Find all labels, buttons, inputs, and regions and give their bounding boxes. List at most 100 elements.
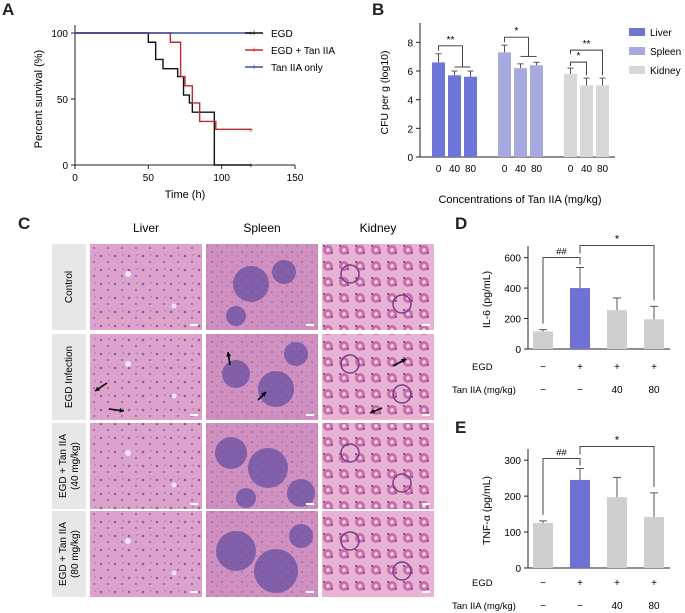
- category-label: 40: [515, 164, 527, 175]
- y-axis-label: IL-6 (pg/mL): [481, 271, 493, 328]
- legend-swatch: [629, 66, 645, 74]
- row-label-line: EGD Infection: [64, 346, 75, 408]
- panel-label-d: D: [455, 214, 468, 233]
- legend-swatch: [629, 47, 645, 55]
- kidney-glomerulus: [340, 354, 360, 374]
- scale-bar: [422, 414, 430, 416]
- treatment-row-label: Tan IIA (mg/kg): [452, 601, 516, 612]
- treatment-cell: +: [577, 578, 583, 589]
- category-label: 40: [581, 164, 593, 175]
- spleen-follicle: [289, 524, 313, 548]
- scale-bar: [422, 591, 430, 593]
- censor-mark: +: [249, 161, 254, 170]
- kidney-glomerulus: [392, 294, 412, 314]
- y-tick-label: 0: [515, 345, 521, 356]
- row-label-bg: [52, 244, 86, 330]
- bar-spleen-80: [530, 65, 543, 157]
- spleen-follicle: [222, 360, 250, 388]
- x-axis-label: Time (h): [165, 189, 206, 201]
- spleen-follicle: [287, 479, 315, 507]
- liver-vessel: [171, 303, 177, 309]
- scale-bar: [306, 324, 314, 326]
- liver-vessel: [125, 450, 131, 456]
- spleen-follicle: [272, 260, 296, 284]
- row-label: EGD + Tan IIA(80 mg/kg): [58, 522, 81, 586]
- treatment-cell: −: [577, 385, 583, 396]
- bar-group-3: [644, 319, 664, 349]
- survival-line-1: [75, 32, 251, 131]
- treatment-cell: −: [540, 578, 546, 589]
- scale-bar: [190, 591, 198, 593]
- sig-bracket-spleen: [504, 36, 529, 57]
- scale-bar: [422, 503, 430, 505]
- panel-label-e: E: [455, 418, 467, 437]
- treatment-cell: −: [540, 385, 546, 396]
- bar-group-1: [570, 288, 590, 349]
- legend-marker: +: [251, 62, 256, 72]
- treatment-cell: +: [614, 362, 620, 373]
- x-tick-label: 0: [72, 173, 78, 184]
- panel-label-c: C: [18, 214, 31, 233]
- y-tick-label: 600: [504, 254, 521, 265]
- histology-liver-image: [90, 511, 202, 597]
- sig-bracket-kidney-40: [570, 61, 587, 76]
- sig-label: ##: [556, 247, 567, 258]
- arrow-head: [119, 408, 124, 413]
- legend-marker: +: [251, 45, 256, 55]
- spleen-follicle: [254, 549, 298, 593]
- row-label-line: (40 mg/kg): [70, 442, 81, 490]
- legend-label: EGD + Tan IIA: [271, 46, 335, 57]
- category-label: 80: [465, 164, 477, 175]
- kidney-glomerulus: [340, 264, 360, 284]
- arrow-head: [401, 358, 406, 364]
- histology-liver-image: [90, 423, 202, 509]
- bar-group-2: [607, 497, 627, 568]
- treatment-cell: +: [651, 362, 657, 373]
- row-label: EGD Infection: [64, 346, 75, 408]
- liver-vessel: [171, 393, 177, 399]
- sig-bracket-kidney-80-label: **: [583, 39, 591, 50]
- y-tick-label: 6: [407, 67, 413, 78]
- y-tick-label: 300: [504, 456, 521, 467]
- row-label-line: Control: [64, 271, 75, 303]
- y-tick-label: 0: [407, 153, 413, 164]
- row-label-bg: [52, 334, 86, 420]
- y-tick-label: 100: [51, 29, 68, 40]
- y-tick-label: 100: [504, 528, 521, 539]
- legend-label: EGD: [271, 29, 293, 40]
- treatment-cell: +: [614, 578, 620, 589]
- bar-kidney-80: [596, 85, 609, 157]
- bar-group-2: [607, 310, 627, 349]
- x-tick-label: 50: [143, 173, 155, 184]
- bar-group-0: [533, 331, 553, 349]
- censor-mark: +: [249, 125, 254, 134]
- scale-bar: [190, 503, 198, 505]
- sig-bracket-star: [579, 245, 655, 301]
- category-label: 80: [531, 164, 543, 175]
- row-label-line: EGD + Tan IIA: [58, 434, 69, 498]
- bar-kidney-40: [580, 85, 593, 157]
- sig-bracket-liver-label: **: [447, 35, 455, 46]
- liver-vessel: [125, 361, 131, 367]
- kidney-glomerulus: [392, 473, 412, 493]
- treatment-cell: 40: [611, 385, 623, 396]
- treatment-cell: +: [651, 578, 657, 589]
- bar-liver-0: [432, 62, 445, 157]
- legend-label: Liver: [650, 28, 672, 39]
- treatment-row-label: Tan IIA (mg/kg): [452, 385, 516, 396]
- spleen-follicle: [236, 488, 256, 508]
- sig-bracket-star: [579, 446, 655, 487]
- sig-label: *: [615, 434, 620, 446]
- x-axis-label: Concentrations of Tan IIA (mg/kg): [438, 194, 601, 206]
- treatment-cell: −: [540, 601, 546, 612]
- kidney-glomerulus: [392, 561, 412, 581]
- histology-grid: Liver Spleen Kidney Control EGD Infection EGD…: [52, 221, 434, 597]
- spleen-follicle: [233, 266, 269, 302]
- bar-spleen-40: [514, 68, 527, 157]
- treatment-cell: +: [577, 362, 583, 373]
- treatment-cell: 40: [611, 601, 623, 612]
- treatment-row-label: EGD: [472, 362, 493, 373]
- spleen-follicle: [216, 531, 256, 571]
- survival-chart: 0 50 100 150 0 50 100 Time (h) Percent survival …: [33, 25, 335, 201]
- sig-bracket-hash: [542, 458, 581, 515]
